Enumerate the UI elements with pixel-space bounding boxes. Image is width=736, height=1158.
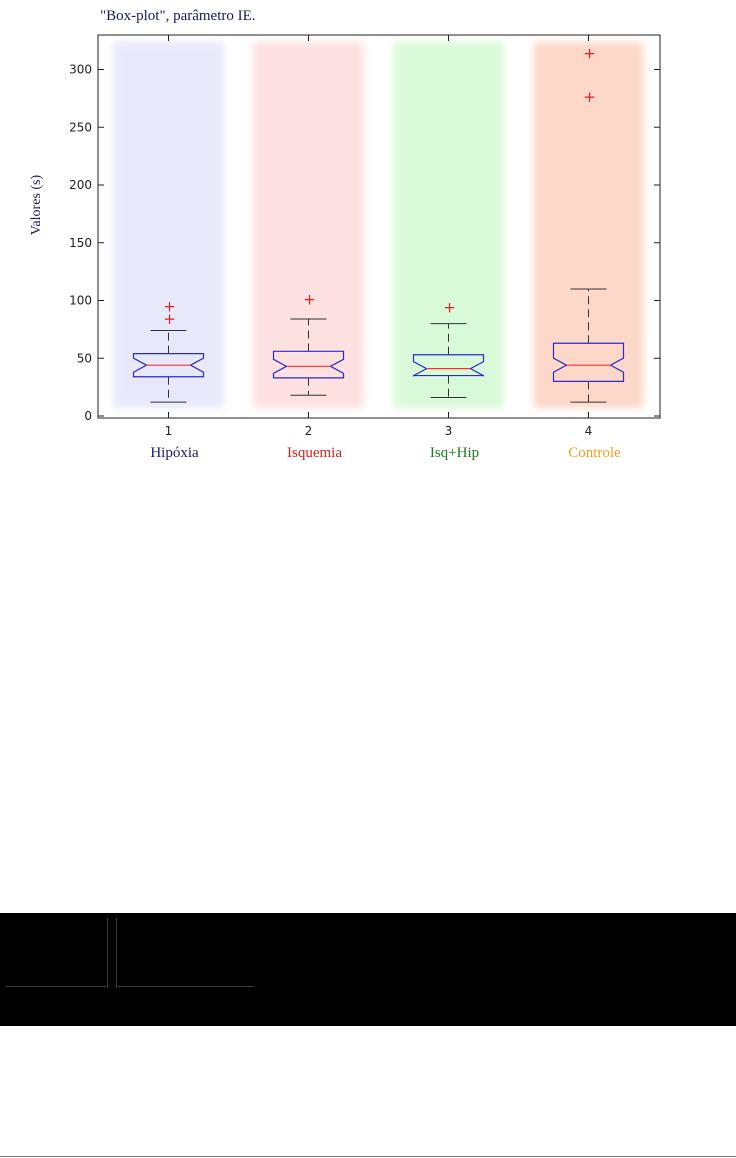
box-3: + (412, 298, 485, 399)
x-tick-label: 3 (445, 424, 453, 438)
box-4: ++ (552, 44, 625, 403)
x-tick-label: 1 (165, 424, 173, 438)
outlier-marker: + (163, 297, 176, 315)
box-notched (272, 350, 345, 379)
outlier-marker: + (583, 88, 596, 106)
y-tick-label: 0 (84, 409, 92, 423)
group-label: Isq+Hip (430, 445, 479, 461)
outlier-marker: + (163, 310, 176, 328)
group-band-2 (253, 42, 364, 408)
x-tick-label: 2 (305, 424, 313, 438)
y-tick-label: 50 (77, 351, 92, 365)
divider-line (6, 986, 106, 987)
box-notched (412, 354, 485, 377)
box-notched (132, 353, 205, 378)
y-tick-label: 150 (69, 236, 92, 250)
divider-line (118, 986, 254, 987)
box-notched (552, 342, 625, 382)
group-label: Hipóxia (150, 445, 199, 461)
y-tick-label: 250 (69, 120, 92, 134)
x-tick-label: 4 (585, 424, 593, 438)
group-band-4 (533, 42, 644, 408)
black-footer-bar (0, 913, 736, 1026)
divider-line (116, 918, 117, 988)
page-bottom-rule (0, 1156, 736, 1157)
group-label: Controle (568, 445, 621, 461)
y-tick-label: 200 (69, 178, 92, 192)
divider-line (107, 918, 108, 988)
outlier-marker: + (303, 290, 316, 308)
chart-title: "Box-plot", parâmetro IE. (100, 8, 256, 24)
outlier-marker: + (443, 298, 456, 316)
y-tick-label: 100 (69, 294, 92, 308)
box-1: ++ (132, 297, 205, 403)
y-axis-label: Valores (s) (29, 175, 44, 236)
box-2: + (272, 290, 345, 396)
outlier-marker: + (583, 44, 596, 62)
y-tick-label: 300 (69, 63, 92, 77)
group-label: Isquemia (287, 445, 342, 461)
plot-frame (97, 34, 661, 419)
